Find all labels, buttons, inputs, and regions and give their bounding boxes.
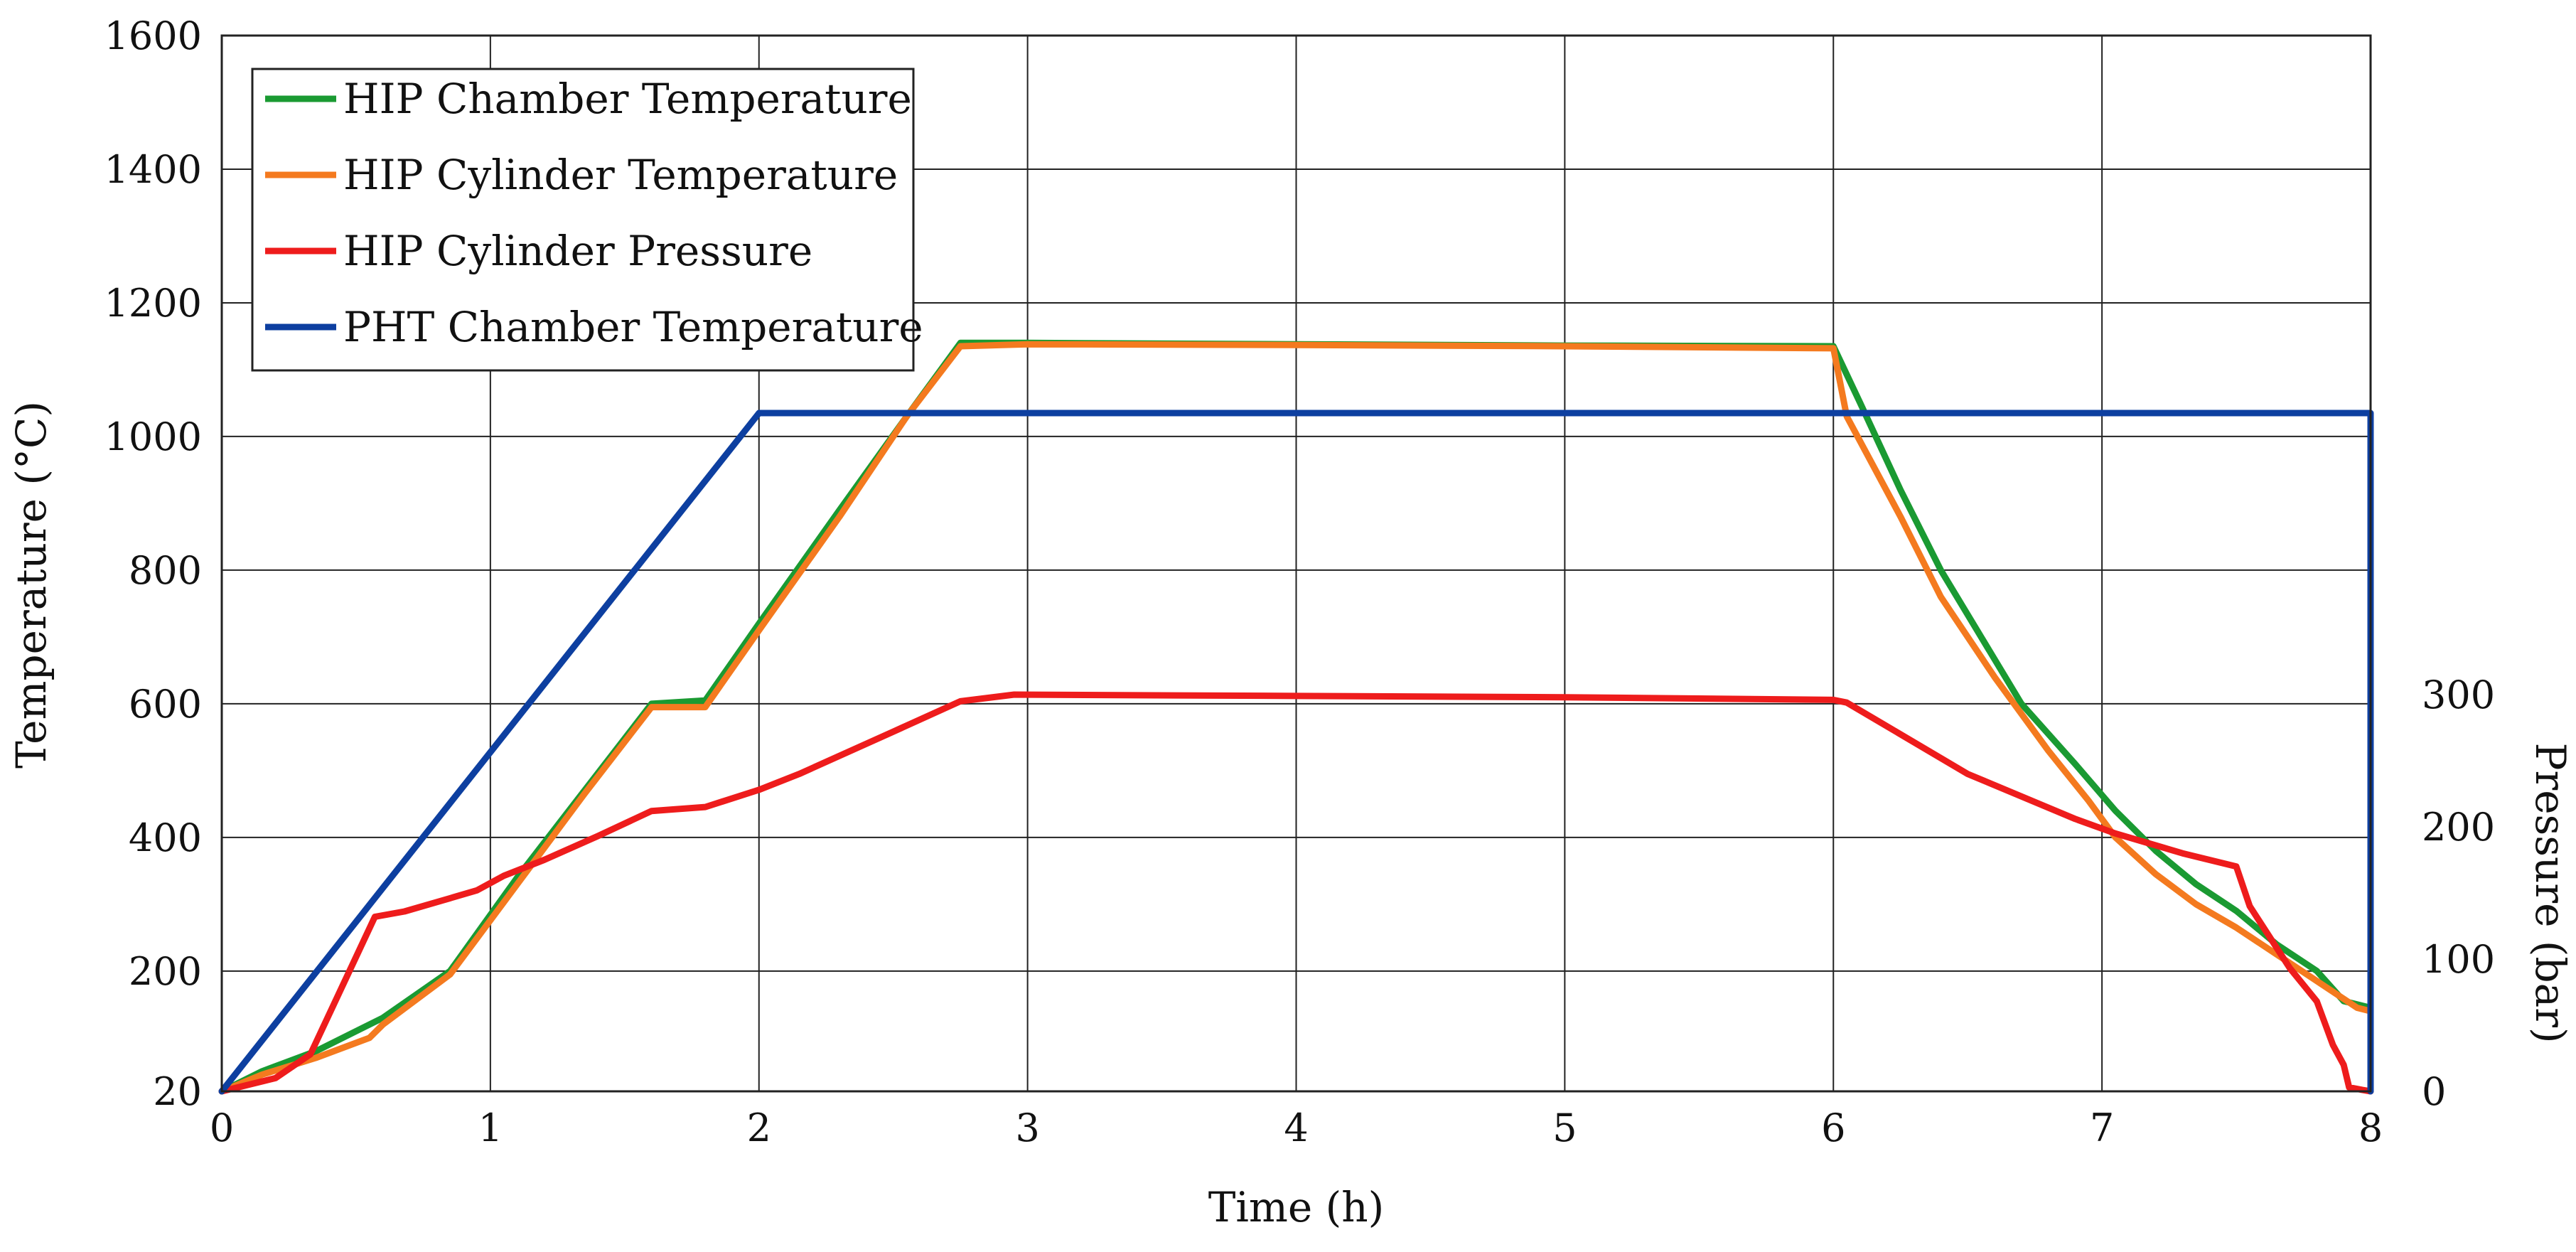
x-tick-label: 5: [1552, 1106, 1577, 1150]
y-tick-label: 1400: [104, 147, 202, 192]
y2-tick-label: 0: [2422, 1069, 2446, 1114]
legend-label-hip-chamber-temperature: HIP Chamber Temperature: [343, 75, 912, 123]
x-tick-label: 0: [210, 1106, 234, 1150]
y2-tick-label: 100: [2422, 937, 2495, 982]
y-axis-ticks: 20 200 400 600 800 1000 1200 1400 1600: [104, 14, 202, 1114]
x-tick-label: 7: [2090, 1106, 2114, 1150]
legend-label-hip-cylinder-temperature: HIP Cylinder Temperature: [343, 151, 898, 199]
x-tick-label: 1: [478, 1106, 503, 1150]
y-tick-label: 1000: [104, 414, 202, 459]
legend-box: [251, 68, 915, 372]
y-tick-label: 400: [129, 815, 202, 860]
plot-frame: [220, 34, 2372, 1093]
y-tick-label: 600: [129, 682, 202, 727]
y2-tick-label: 200: [2422, 805, 2495, 850]
y-tick-label: 800: [129, 548, 202, 593]
legend: HIP Chamber Temperature HIP Cylinder Temp…: [251, 68, 923, 372]
series-line-hip-cylinder-pressure: [218, 691, 2374, 1095]
y2-axis-label: Pressure (bar): [2526, 742, 2575, 1043]
y-tick-label: 1200: [104, 281, 202, 326]
y2-axis-ticks: 0 100 200 300: [2422, 673, 2495, 1114]
x-tick-label: 8: [2358, 1106, 2383, 1150]
y-axis-label: Temperature (°C): [7, 401, 55, 769]
x-tick-label: 6: [1821, 1106, 1845, 1150]
x-tick-label: 4: [1284, 1106, 1308, 1150]
y-tick-label: 20: [153, 1069, 202, 1114]
legend-label-pht-chamber-temperature: PHT Chamber Temperature: [343, 303, 923, 351]
x-tick-label: 3: [1015, 1106, 1039, 1150]
series-line-hip-cylinder-temperature: [218, 341, 2374, 1095]
y-tick-label: 1600: [104, 14, 202, 58]
y2-tick-label: 300: [2422, 673, 2495, 717]
x-axis-ticks: 0 1 2 3 4 5 6 7 8: [210, 1106, 2383, 1150]
legend-label-hip-cylinder-pressure: HIP Cylinder Pressure: [343, 227, 812, 275]
x-tick-label: 2: [747, 1106, 771, 1150]
y-tick-label: 200: [129, 949, 202, 994]
x-axis-label: Time (h): [1208, 1183, 1385, 1231]
